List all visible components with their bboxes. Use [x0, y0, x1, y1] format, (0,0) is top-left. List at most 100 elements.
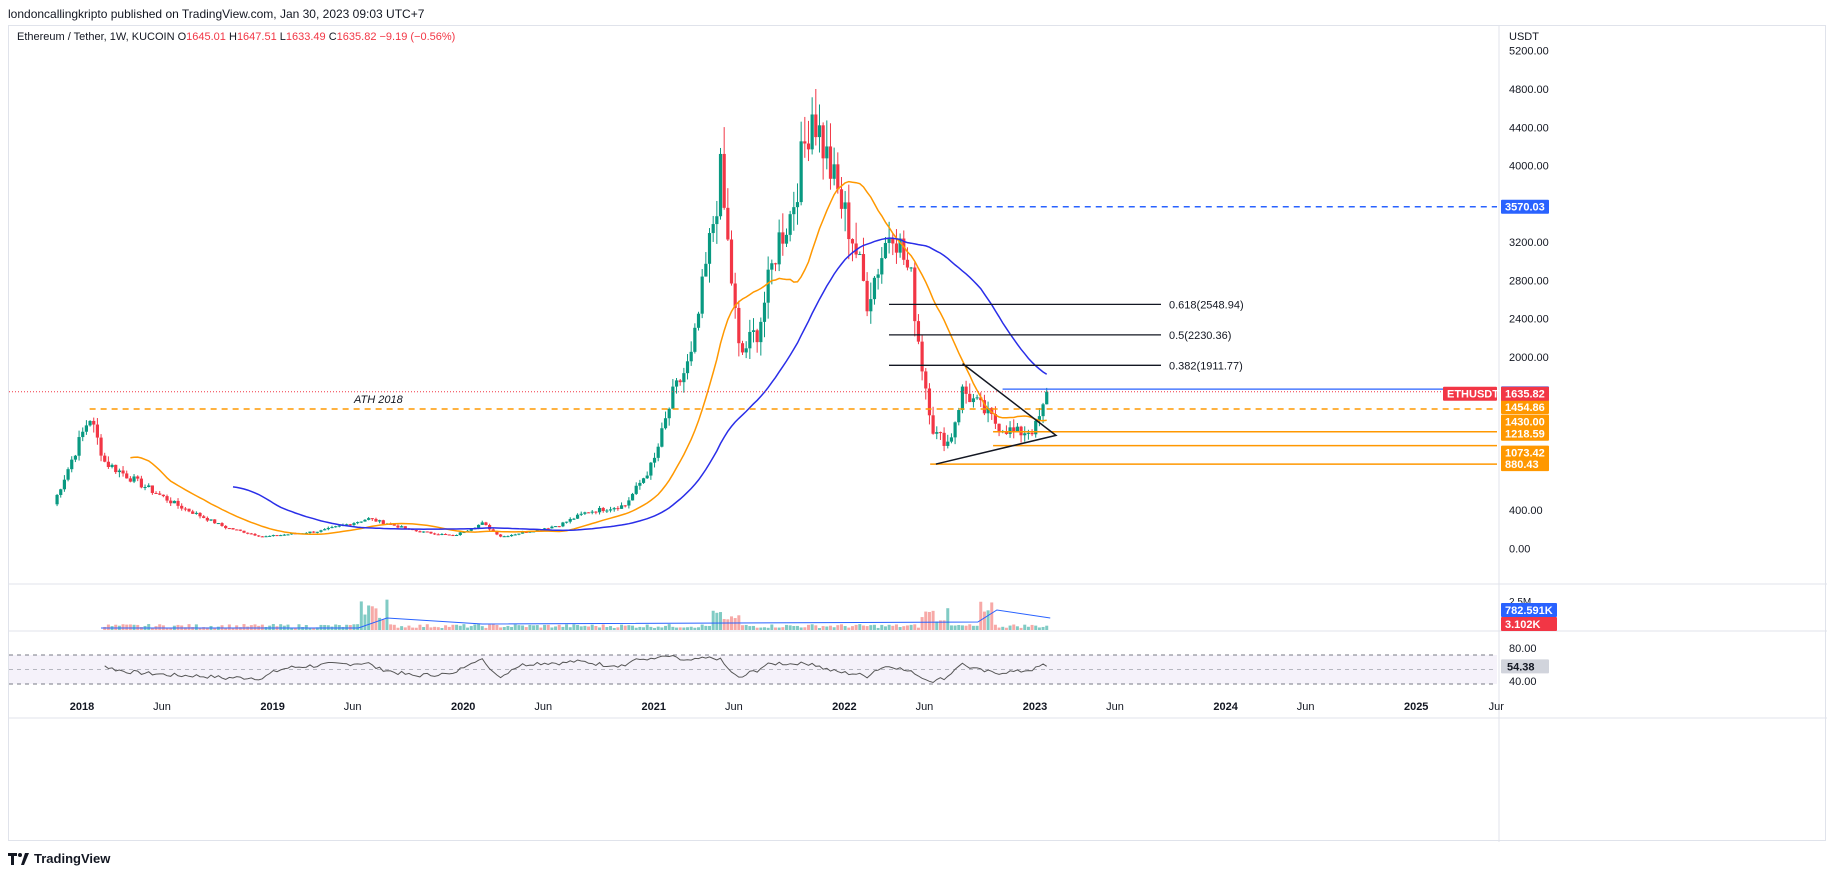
candle-body	[579, 513, 583, 515]
candle-body	[169, 500, 173, 504]
candle-body	[726, 207, 730, 240]
candle-body	[106, 461, 110, 467]
candle-body	[191, 511, 195, 514]
candle-body	[436, 534, 440, 536]
volume-bar	[125, 624, 129, 630]
volume-bar	[770, 624, 774, 630]
candle-body	[81, 431, 85, 438]
last-price-label: 1635.82	[1505, 389, 1545, 401]
volume-bar	[356, 624, 360, 630]
volume-bar	[374, 608, 378, 630]
candle-body	[905, 259, 910, 268]
candle-body	[422, 531, 426, 533]
volume-bar	[121, 624, 125, 630]
candle-body	[847, 202, 851, 240]
volume-bar	[312, 627, 316, 630]
volume-bar	[843, 626, 847, 630]
time-tick-label: Jur	[1489, 701, 1505, 713]
candle-body	[1019, 426, 1023, 436]
volume-bar	[623, 625, 627, 630]
candle-body	[942, 432, 946, 446]
volume-bar	[1001, 626, 1005, 630]
time-tick-label: 2019	[260, 701, 284, 713]
volume-bar	[762, 627, 766, 630]
candle-body	[616, 508, 620, 510]
candle-body	[520, 531, 525, 534]
volume-ma-line	[101, 609, 1051, 629]
candle-body	[495, 531, 499, 535]
volume-bar	[594, 625, 598, 630]
candle-body	[352, 523, 356, 525]
volume-bar	[367, 605, 371, 630]
candle-body	[414, 530, 418, 532]
volume-bar	[447, 626, 451, 630]
candle-body	[143, 487, 147, 489]
candle-body	[447, 534, 451, 536]
volume-bar	[205, 627, 209, 630]
volume-bar	[953, 625, 957, 630]
volume-bar	[777, 627, 781, 630]
candle-body	[546, 528, 550, 530]
candle-body	[590, 511, 594, 513]
candle-body	[689, 351, 693, 362]
symbol-tag: ETHUSDT	[1447, 389, 1499, 401]
candle-body	[367, 518, 371, 520]
volume-bar	[491, 624, 495, 630]
volume-bar	[810, 624, 814, 630]
volume-bar	[653, 627, 657, 630]
triangle-pattern	[935, 363, 1058, 465]
candle-body	[964, 386, 968, 394]
volume-bar	[708, 625, 712, 630]
volume-bar	[649, 626, 653, 630]
volume-bar	[462, 624, 466, 630]
chart-svg[interactable]: Ethereum / Tether, 1W, KUCOIN O1645.01 H…	[9, 26, 1827, 842]
volume-bar	[183, 627, 187, 630]
volume-bar	[902, 626, 906, 630]
volume-bar	[1041, 626, 1045, 630]
volume-bar	[1019, 627, 1023, 630]
candle-body	[227, 528, 231, 530]
volume-bar	[931, 610, 935, 630]
candle-body	[564, 521, 569, 523]
volume-bar	[286, 624, 290, 630]
volume-bar	[1008, 625, 1012, 630]
candle-body	[264, 536, 268, 538]
volume-bar	[579, 626, 583, 630]
candle-body	[733, 283, 737, 308]
candle-body	[231, 528, 235, 530]
candle-body	[400, 526, 404, 528]
volume-bar	[546, 624, 550, 630]
currency-label: USDT	[1509, 31, 1539, 43]
volume-bar	[319, 624, 323, 630]
candle-body	[935, 432, 939, 434]
candle-body	[260, 536, 264, 538]
candle-body	[334, 526, 338, 528]
candle-body	[997, 423, 1001, 432]
volume-bar	[949, 625, 953, 630]
candle-body	[557, 526, 561, 528]
volume-bar	[425, 624, 429, 630]
volume-bar	[114, 624, 118, 630]
time-tick-label: 2018	[70, 701, 94, 713]
candle-body	[671, 386, 675, 409]
candle-body	[755, 330, 759, 343]
volume-bar	[700, 624, 704, 630]
candle-body	[550, 526, 554, 529]
publisher-line: londoncallingkripto published on Trading…	[8, 7, 424, 21]
volume-bar	[671, 626, 675, 630]
candle-body	[429, 531, 433, 534]
volume-bar	[253, 624, 257, 630]
volume-bar	[935, 621, 939, 630]
tradingview-logo-icon	[8, 852, 29, 865]
volume-bar	[865, 626, 869, 630]
candle-body	[180, 505, 184, 509]
volume-bar	[814, 625, 818, 630]
volume-bar	[759, 627, 763, 630]
tradingview-brand[interactable]: TradingView	[34, 851, 111, 866]
candle-body	[136, 476, 140, 479]
time-tick-label: 2023	[1023, 701, 1047, 713]
candle-body	[246, 532, 250, 534]
volume-bar	[359, 601, 363, 630]
candle-body	[77, 437, 81, 456]
volume-bar	[213, 627, 217, 630]
